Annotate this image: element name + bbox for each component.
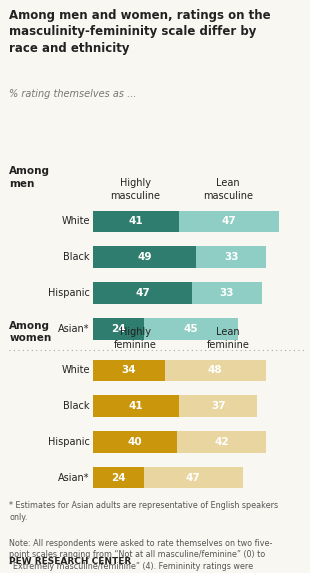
Text: Asian*: Asian* bbox=[58, 324, 90, 333]
Text: 47: 47 bbox=[135, 288, 150, 298]
Text: Asian*: Asian* bbox=[58, 473, 90, 482]
Text: 42: 42 bbox=[214, 437, 229, 447]
Bar bbox=[144, 318, 238, 339]
Text: Among
women: Among women bbox=[9, 321, 51, 343]
Text: 45: 45 bbox=[184, 324, 198, 333]
Bar bbox=[192, 282, 262, 304]
Text: Hispanic: Hispanic bbox=[48, 437, 90, 447]
Text: Black: Black bbox=[63, 401, 90, 411]
Text: Among men and women, ratings on the
masculinity-femininity scale differ by
race : Among men and women, ratings on the masc… bbox=[9, 9, 271, 54]
Text: 48: 48 bbox=[208, 366, 223, 375]
Text: 24: 24 bbox=[111, 324, 126, 333]
Text: 24: 24 bbox=[111, 473, 126, 482]
Bar bbox=[196, 246, 266, 268]
Text: Lean
feminine: Lean feminine bbox=[206, 327, 249, 350]
Text: 34: 34 bbox=[122, 366, 136, 375]
Text: Note: All respondents were asked to rate themselves on two five-
point scales ra: Note: All respondents were asked to rate… bbox=[9, 539, 283, 573]
Text: 37: 37 bbox=[211, 401, 226, 411]
Text: White: White bbox=[61, 366, 90, 375]
Bar bbox=[179, 210, 278, 232]
Bar bbox=[93, 210, 179, 232]
Text: White: White bbox=[61, 217, 90, 226]
Text: 47: 47 bbox=[222, 217, 236, 226]
Bar bbox=[179, 395, 257, 417]
Bar bbox=[93, 431, 177, 453]
Text: Hispanic: Hispanic bbox=[48, 288, 90, 298]
Bar bbox=[93, 246, 196, 268]
Text: 49: 49 bbox=[137, 252, 152, 262]
Text: 41: 41 bbox=[129, 217, 144, 226]
Bar bbox=[177, 431, 266, 453]
Bar bbox=[144, 467, 243, 488]
Text: * Estimates for Asian adults are representative of English speakers
only.: * Estimates for Asian adults are represe… bbox=[9, 501, 278, 522]
Text: Lean
masculine: Lean masculine bbox=[203, 178, 253, 201]
Text: 41: 41 bbox=[129, 401, 144, 411]
Bar bbox=[93, 282, 192, 304]
Bar bbox=[93, 467, 144, 488]
Text: Highly
feminine: Highly feminine bbox=[114, 327, 157, 350]
Text: 40: 40 bbox=[128, 437, 143, 447]
Text: % rating themselves as ...: % rating themselves as ... bbox=[9, 89, 137, 99]
Bar bbox=[93, 395, 179, 417]
Text: 33: 33 bbox=[224, 252, 238, 262]
Bar bbox=[93, 360, 165, 381]
Text: Highly
masculine: Highly masculine bbox=[110, 178, 160, 201]
Bar bbox=[165, 360, 266, 381]
Text: Among
men: Among men bbox=[9, 166, 50, 189]
Bar bbox=[93, 318, 144, 339]
Text: 47: 47 bbox=[186, 473, 201, 482]
Text: Black: Black bbox=[63, 252, 90, 262]
Text: 33: 33 bbox=[219, 288, 234, 298]
Text: PEW RESEARCH CENTER: PEW RESEARCH CENTER bbox=[9, 557, 131, 566]
